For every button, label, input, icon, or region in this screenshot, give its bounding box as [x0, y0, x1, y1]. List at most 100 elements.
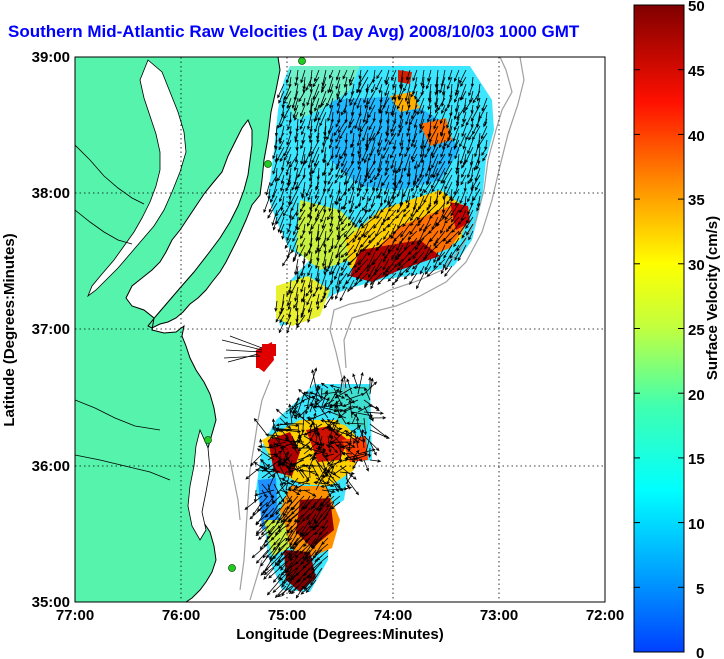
colorbar-tick: 50: [688, 0, 705, 15]
y-tick-label: 39:00: [32, 49, 70, 66]
velocity-arrow: [385, 76, 390, 86]
velocity-arrow: [335, 272, 341, 290]
velocity-arrow: [398, 146, 404, 158]
velocity-arrow: [378, 104, 383, 114]
velocity-arrow: [314, 97, 320, 112]
velocity-arrow: [277, 537, 293, 551]
velocity-arrow: [279, 153, 285, 163]
velocity-arrow: [390, 97, 397, 116]
velocity-arrow: [290, 573, 299, 581]
velocity-arrow: [306, 216, 313, 227]
colorbar-gradient: [633, 4, 685, 653]
velocity-arrow: [304, 537, 317, 556]
velocity-arrow: [274, 153, 278, 164]
velocity-arrow: [272, 573, 281, 583]
velocity-arrow: [424, 251, 432, 259]
velocity-arrow: [347, 258, 355, 266]
velocity-arrow: [268, 567, 281, 579]
velocity-arrow: [344, 430, 365, 443]
velocity-arrow: [309, 385, 321, 407]
velocity-arrow: [274, 585, 287, 599]
velocity-arrow: [358, 69, 362, 80]
velocity-arrow: [396, 237, 404, 252]
velocity-arrow: [302, 97, 306, 107]
velocity-arrow: [459, 188, 467, 205]
velocity-arrow: [305, 286, 313, 297]
bathymetry-contours: [229, 57, 525, 601]
velocity-arrow: [430, 139, 439, 157]
velocity-arrow: [453, 118, 460, 131]
velocity-arrow: [293, 410, 311, 425]
velocity-arrow: [406, 125, 411, 138]
velocity-arrow: [315, 293, 320, 306]
velocity-arrow: [326, 125, 334, 141]
velocity-arrow: [388, 195, 397, 208]
velocity-arrow: [377, 132, 383, 147]
velocity-arrow: [314, 543, 329, 556]
velocity-arrow: [255, 513, 269, 525]
velocity-arrow: [460, 76, 467, 88]
velocity-arrow: [346, 378, 353, 395]
velocity-arrow: [411, 258, 425, 270]
velocity-arrow: [378, 83, 383, 94]
velocity-arrow: [367, 244, 376, 257]
velocity-arrow: [348, 90, 355, 103]
velocity-arrow: [357, 139, 362, 155]
velocity-arrow: [338, 118, 348, 134]
velocity-arrow: [298, 90, 306, 103]
velocity-arrow: [314, 69, 320, 83]
velocity-arrow: [468, 230, 474, 241]
velocity-arrow: [413, 139, 418, 149]
velocity-arrow: [308, 223, 313, 235]
colorbar-tick: 25: [688, 322, 705, 339]
velocity-arrow: [297, 441, 311, 452]
velocity-arrow: [372, 125, 383, 142]
velocity-arrow: [315, 387, 323, 401]
velocity-arrow: [285, 181, 292, 192]
velocity-arrow: [339, 209, 348, 222]
velocity-arrow: [287, 300, 292, 311]
velocity-arrow: [385, 153, 390, 165]
velocity-arrow: [294, 132, 299, 144]
velocity-arrow: [327, 458, 349, 467]
velocity-arrow: [419, 125, 425, 134]
velocity-arrow: [327, 181, 334, 193]
velocity-arrow: [465, 111, 474, 127]
velocity-arrow: [288, 195, 292, 206]
velocity-arrow: [347, 265, 355, 278]
velocity-arrow: [426, 265, 439, 278]
velocity-arrow: [384, 132, 390, 143]
velocity-arrow: [291, 396, 300, 419]
velocity-arrow: [275, 307, 285, 323]
velocity-arrow: [278, 139, 285, 151]
velocity-arrow: [356, 83, 362, 94]
velocity-arrow: [396, 258, 411, 271]
velocity-arrow: [287, 223, 292, 234]
velocity-arrow: [294, 286, 299, 302]
velocity-arrow: [470, 181, 474, 192]
velocity-arrow: [439, 76, 446, 94]
velocity-arrow: [369, 174, 376, 184]
velocity-arrow: [252, 501, 263, 516]
velocity-arrow: [300, 279, 306, 293]
velocity-arrow: [482, 153, 488, 162]
velocity-arrow: [450, 202, 460, 217]
velocity-arrow: [414, 90, 418, 100]
velocity-arrow: [298, 434, 305, 449]
velocity-arrow: [310, 567, 323, 586]
velocity-arrow: [349, 202, 355, 214]
velocity-arrow: [276, 483, 287, 495]
velocity-arrow: [336, 104, 341, 115]
velocity-arrow: [279, 188, 285, 203]
velocity-arrow: [447, 153, 453, 165]
velocity-arrow: [277, 167, 285, 182]
velocity-arrow: [390, 118, 397, 133]
velocity-arrow: [291, 537, 305, 550]
velocity-arrow: [279, 223, 285, 235]
velocity-arrow: [435, 188, 439, 205]
velocity-arrow: [327, 388, 340, 407]
velocity-arrow: [315, 258, 320, 270]
velocity-arrow: [372, 251, 383, 266]
velocity-arrow: [263, 195, 271, 214]
velocity-arrow: [307, 209, 313, 218]
